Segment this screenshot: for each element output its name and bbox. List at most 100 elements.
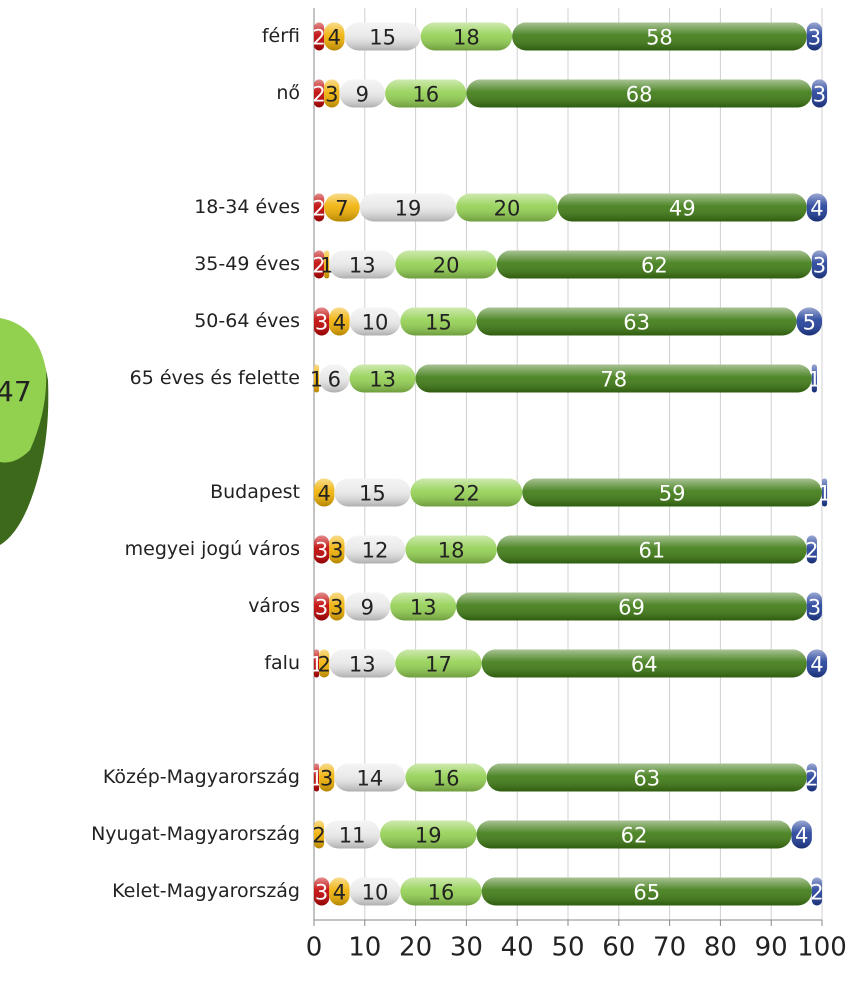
value-label: 18 xyxy=(453,26,480,50)
value-label: 49 xyxy=(669,197,696,221)
value-label: 4 xyxy=(795,824,808,848)
bar-shade xyxy=(395,649,482,678)
bar-shade xyxy=(806,592,822,621)
y-tick-label: 65 éves és felette xyxy=(130,367,300,389)
value-label: 13 xyxy=(369,368,396,392)
bar-shade xyxy=(329,877,350,906)
value-label: 14 xyxy=(357,767,384,791)
value-label: 3 xyxy=(315,539,328,563)
value-label: 20 xyxy=(433,254,460,278)
value-label: 15 xyxy=(369,26,396,50)
bar-shade xyxy=(410,478,523,507)
bar-shade xyxy=(486,763,807,792)
bar-shade xyxy=(796,307,822,336)
y-tick-label: 18-34 éves xyxy=(194,196,300,218)
x-tick-label: 60 xyxy=(602,933,635,963)
value-label: 10 xyxy=(362,881,389,905)
bar-shade xyxy=(456,592,807,621)
x-tick-label: 100 xyxy=(797,933,847,963)
bar-shade xyxy=(476,820,792,849)
x-tick-label: 0 xyxy=(306,933,323,963)
bar-shade xyxy=(466,79,812,108)
bar-shade xyxy=(405,763,487,792)
value-label: 4 xyxy=(328,26,341,50)
value-label: 3 xyxy=(813,254,826,278)
value-label: 2 xyxy=(317,653,330,677)
bar-shade xyxy=(339,79,386,108)
bar-shade xyxy=(400,877,482,906)
x-tick-label: 70 xyxy=(653,933,686,963)
value-label: 19 xyxy=(415,824,442,848)
value-label: 3 xyxy=(808,26,821,50)
bar-shade xyxy=(806,649,828,678)
bar-shade xyxy=(319,649,330,678)
bar-shade xyxy=(314,22,325,51)
value-label: 18 xyxy=(438,539,465,563)
value-label: 10 xyxy=(362,311,389,335)
value-label: 2 xyxy=(810,881,823,905)
value-label: 16 xyxy=(433,767,460,791)
value-label: 9 xyxy=(356,83,369,107)
value-label: 4 xyxy=(810,653,823,677)
value-label: 19 xyxy=(395,197,422,221)
y-tick-label: város xyxy=(248,595,300,617)
value-label: 62 xyxy=(641,254,668,278)
value-label: 4 xyxy=(333,311,346,335)
bar-shade xyxy=(390,592,457,621)
value-label: 3 xyxy=(325,83,338,107)
value-label: 1 xyxy=(818,482,831,506)
value-label: 3 xyxy=(808,596,821,620)
bar-shade xyxy=(329,307,350,336)
bar-shade xyxy=(324,22,345,51)
bar-shade xyxy=(791,820,812,849)
bar-shade xyxy=(314,193,325,222)
bar-shade xyxy=(314,820,325,849)
value-label: 2 xyxy=(805,539,818,563)
y-tick-label: 35-49 éves xyxy=(194,253,300,275)
pie-fragment-top xyxy=(0,318,47,463)
value-label: 3 xyxy=(315,596,328,620)
bar-shade xyxy=(400,307,477,336)
value-label: 78 xyxy=(600,368,627,392)
value-label: 3 xyxy=(813,83,826,107)
bar-shade xyxy=(314,250,325,279)
bar-shade xyxy=(806,22,822,51)
value-label: 2 xyxy=(312,197,325,221)
value-label: 12 xyxy=(362,539,389,563)
value-label: 11 xyxy=(339,824,366,848)
value-label: 69 xyxy=(618,596,645,620)
bar-shade xyxy=(319,364,350,393)
value-label: 4 xyxy=(333,881,346,905)
bar-shade xyxy=(344,592,391,621)
bar-shade xyxy=(329,250,396,279)
bar-shade xyxy=(512,22,807,51)
x-tick-label: 40 xyxy=(501,933,534,963)
bar-shade xyxy=(806,763,817,792)
bar-shade xyxy=(380,820,477,849)
bar-shade xyxy=(496,250,812,279)
bar-shade xyxy=(476,307,797,336)
value-label: 4 xyxy=(317,482,330,506)
value-label: 59 xyxy=(659,482,686,506)
bar-shade xyxy=(385,79,467,108)
value-label: 17 xyxy=(425,653,452,677)
value-label: 64 xyxy=(631,653,658,677)
value-label: 16 xyxy=(428,881,455,905)
bar-shade xyxy=(319,763,335,792)
x-tick-label: 30 xyxy=(450,933,483,963)
y-tick-label: Budapest xyxy=(210,481,300,503)
bar-shade xyxy=(334,478,411,507)
value-label: 1 xyxy=(320,254,333,278)
value-label: 62 xyxy=(621,824,648,848)
value-label: 16 xyxy=(412,83,439,107)
value-label: 6 xyxy=(328,368,341,392)
value-label: 2 xyxy=(312,83,325,107)
bar-shade xyxy=(822,478,828,507)
pie-fragment-label: 47 xyxy=(0,375,32,408)
bar-shade xyxy=(349,307,401,336)
bar-shade xyxy=(811,79,828,108)
x-tick-label: 90 xyxy=(755,933,788,963)
bar-shade xyxy=(334,763,406,792)
bar-shade xyxy=(349,877,401,906)
